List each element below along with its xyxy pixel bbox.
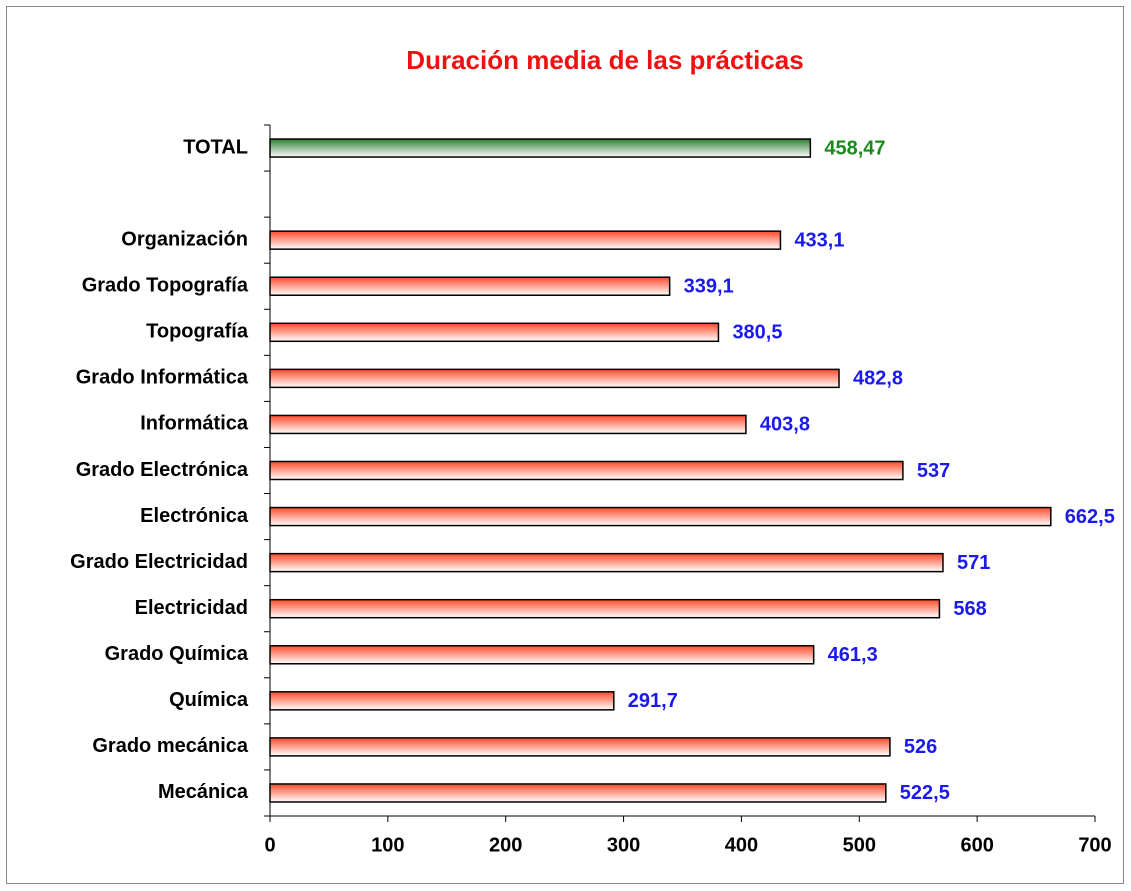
data-label: 662,5 (1065, 506, 1115, 528)
data-label: 461,3 (828, 644, 878, 666)
data-label: 380,5 (732, 322, 782, 344)
data-label: 403,8 (760, 414, 810, 436)
bar (269, 645, 815, 665)
y-tick-label: Grado mecánica (92, 735, 249, 757)
y-tick-label: Electricidad (135, 597, 248, 619)
data-label: 568 (953, 598, 986, 620)
bar (269, 276, 671, 296)
y-tick-label: Grado Electrónica (76, 459, 249, 481)
y-tick-label: Grado Electricidad (70, 551, 248, 573)
y-tick-label: Grado Informática (76, 367, 249, 389)
bar (269, 783, 887, 803)
y-tick-label: Mecánica (158, 781, 249, 803)
data-label: 537 (917, 460, 950, 482)
bar (269, 414, 747, 435)
data-label: 526 (904, 736, 937, 758)
x-tick-label: 500 (843, 834, 876, 856)
bar (269, 598, 941, 619)
bar (269, 368, 840, 389)
bar (269, 460, 904, 481)
y-tick-label: Electrónica (140, 505, 249, 527)
x-tick-label: 0 (264, 834, 275, 856)
bar (269, 737, 891, 757)
y-tick-label: Grado Topografía (82, 275, 249, 297)
bar (269, 138, 812, 158)
bar (269, 552, 944, 573)
y-tick-label: TOTAL (183, 136, 248, 158)
bar (269, 691, 615, 711)
y-tick-label: Organización (121, 228, 248, 250)
data-label: 339,1 (684, 276, 734, 298)
data-label: 433,1 (794, 229, 844, 251)
data-label: 291,7 (628, 690, 678, 712)
y-tick-label: Informática (140, 413, 249, 435)
bar (269, 230, 782, 250)
x-tick-label: 100 (371, 834, 404, 856)
data-label: 482,8 (853, 368, 903, 390)
data-label: 522,5 (900, 782, 950, 804)
x-tick-label: 200 (489, 834, 522, 856)
data-label: 571 (957, 552, 990, 574)
bar (269, 322, 720, 343)
x-tick-label: 300 (607, 834, 640, 856)
x-tick-label: 400 (725, 834, 758, 856)
chart-title: Duración media de las prácticas (406, 45, 803, 75)
bar (269, 506, 1052, 527)
x-tick-label: 700 (1078, 834, 1111, 856)
y-tick-label: Topografía (146, 321, 249, 343)
data-label: 458,47 (824, 137, 885, 159)
y-tick-label: Grado Química (105, 643, 249, 665)
x-tick-label: 600 (960, 834, 993, 856)
y-tick-label: Química (169, 689, 249, 711)
